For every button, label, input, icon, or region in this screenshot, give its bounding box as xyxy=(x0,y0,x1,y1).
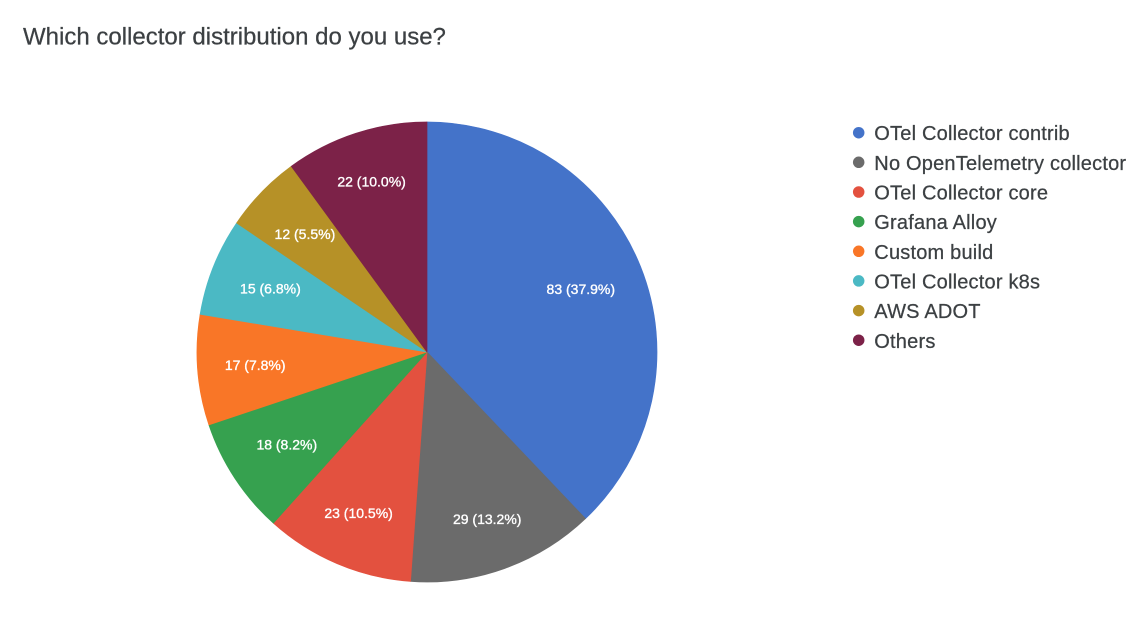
svg-text:OTel Collector contrib: OTel Collector contrib xyxy=(874,123,1070,145)
svg-text:Others: Others xyxy=(874,331,935,353)
svg-text:Grafana Alloy: Grafana Alloy xyxy=(874,212,997,234)
svg-text:AWS ADOT: AWS ADOT xyxy=(874,301,980,323)
svg-text:OTel Collector k8s: OTel Collector k8s xyxy=(874,271,1040,293)
svg-text:Which collector distribution d: Which collector distribution do you use? xyxy=(23,24,446,51)
svg-text:Custom build: Custom build xyxy=(874,242,993,264)
svg-text:18 (8.2%): 18 (8.2%) xyxy=(256,437,317,453)
svg-text:29 (13.2%): 29 (13.2%) xyxy=(453,511,521,527)
svg-text:17 (7.8%): 17 (7.8%) xyxy=(225,357,286,373)
svg-text:OTel Collector core: OTel Collector core xyxy=(874,183,1048,205)
svg-text:15 (6.8%): 15 (6.8%) xyxy=(240,281,301,297)
svg-text:83 (37.9%): 83 (37.9%) xyxy=(547,281,615,297)
svg-text:22 (10.0%): 22 (10.0%) xyxy=(337,173,405,189)
svg-text:12 (5.5%): 12 (5.5%) xyxy=(275,226,336,242)
svg-text:No OpenTelemetry collector: No OpenTelemetry collector xyxy=(874,153,1126,175)
svg-text:23 (10.5%): 23 (10.5%) xyxy=(324,505,392,521)
